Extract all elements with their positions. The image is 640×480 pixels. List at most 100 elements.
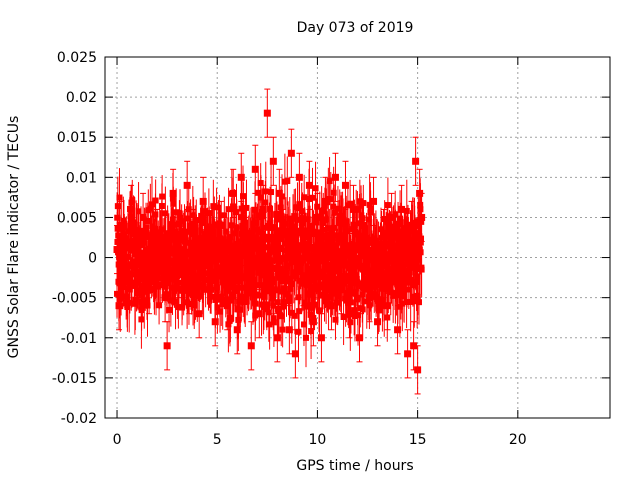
data-point bbox=[269, 157, 277, 165]
data-point bbox=[321, 197, 329, 205]
data-point bbox=[345, 310, 353, 318]
data-point bbox=[270, 319, 277, 326]
data-point bbox=[397, 215, 404, 222]
data-point bbox=[237, 214, 244, 221]
data-point bbox=[175, 270, 183, 278]
data-point bbox=[308, 243, 315, 250]
data-point bbox=[144, 302, 151, 309]
data-point bbox=[301, 194, 308, 201]
data-point bbox=[347, 299, 354, 306]
data-point bbox=[282, 274, 289, 281]
data-point bbox=[321, 202, 328, 209]
data-point bbox=[128, 241, 135, 248]
data-point bbox=[313, 213, 321, 221]
data-point bbox=[255, 240, 262, 247]
data-point bbox=[178, 218, 185, 225]
data-point bbox=[168, 271, 175, 278]
data-point bbox=[126, 228, 133, 235]
data-point bbox=[166, 306, 173, 313]
data-point bbox=[163, 342, 171, 350]
data-point bbox=[321, 292, 328, 299]
data-point bbox=[266, 220, 273, 227]
data-point bbox=[237, 306, 244, 313]
data-point bbox=[258, 248, 265, 255]
data-point bbox=[372, 237, 379, 244]
data-point bbox=[368, 291, 375, 298]
data-point bbox=[332, 265, 339, 272]
data-point bbox=[378, 234, 385, 241]
data-point bbox=[414, 293, 421, 300]
data-point bbox=[336, 220, 343, 227]
data-point bbox=[334, 293, 341, 300]
data-point bbox=[326, 232, 333, 239]
data-point bbox=[342, 223, 349, 230]
data-point bbox=[299, 216, 306, 223]
data-point bbox=[199, 197, 207, 205]
data-point bbox=[211, 318, 219, 326]
data-point bbox=[351, 225, 358, 232]
data-point bbox=[286, 298, 293, 305]
data-point bbox=[172, 298, 179, 305]
data-point bbox=[199, 214, 206, 221]
data-point bbox=[279, 229, 287, 237]
data-point bbox=[323, 247, 330, 254]
data-point bbox=[226, 255, 233, 262]
x-tick-label: 20 bbox=[509, 432, 527, 448]
data-point bbox=[191, 302, 198, 309]
data-point bbox=[414, 366, 422, 374]
data-point bbox=[223, 228, 230, 235]
data-point bbox=[407, 298, 414, 305]
x-axis-label: GPS time / hours bbox=[296, 458, 413, 474]
data-point bbox=[117, 221, 125, 229]
data-point bbox=[347, 200, 354, 207]
data-point bbox=[376, 307, 383, 314]
data-point bbox=[273, 334, 281, 342]
data-point bbox=[134, 227, 141, 234]
axis-ticks: -0.02 -0.015 -0.01 -0.005 0 0.005 0.01 0.015 0.0… bbox=[52, 50, 610, 448]
data-point bbox=[316, 308, 323, 315]
data-point bbox=[209, 268, 216, 275]
data-point bbox=[328, 228, 335, 235]
data-point bbox=[360, 221, 368, 229]
y-axis-label: GNSS Solar Flare indicator / TECUs bbox=[6, 116, 22, 359]
data-point bbox=[214, 304, 221, 311]
data-point bbox=[159, 193, 166, 200]
data-point bbox=[153, 229, 161, 237]
data-point bbox=[145, 286, 153, 294]
data-point bbox=[300, 321, 307, 328]
data-point bbox=[275, 189, 283, 197]
data-point bbox=[310, 277, 317, 284]
data-point bbox=[135, 208, 142, 215]
data-point bbox=[334, 205, 341, 212]
data-point bbox=[116, 296, 123, 303]
x-tick-label: 10 bbox=[309, 432, 327, 448]
data-point bbox=[398, 205, 406, 213]
data-point bbox=[317, 334, 325, 342]
data-point bbox=[216, 229, 223, 236]
y-tick-label: -0.005 bbox=[52, 291, 97, 307]
data-point bbox=[347, 319, 354, 326]
data-point bbox=[223, 302, 231, 310]
data-point bbox=[384, 218, 391, 225]
data-point bbox=[291, 350, 299, 358]
data-point bbox=[374, 318, 382, 326]
data-point bbox=[263, 301, 270, 308]
data-point bbox=[394, 292, 401, 299]
data-point bbox=[258, 282, 265, 289]
data-point bbox=[227, 234, 234, 241]
data-point bbox=[175, 304, 182, 311]
data-point bbox=[341, 181, 349, 189]
data-point bbox=[229, 284, 236, 291]
data-point bbox=[384, 202, 391, 209]
data-point bbox=[349, 205, 357, 213]
data-point bbox=[332, 255, 339, 262]
data-point bbox=[162, 241, 169, 248]
data-point bbox=[121, 278, 129, 286]
data-point bbox=[298, 208, 305, 215]
data-point bbox=[189, 229, 197, 237]
data-point bbox=[418, 213, 426, 221]
data-point bbox=[319, 232, 326, 239]
data-point bbox=[299, 278, 307, 286]
data-point bbox=[269, 279, 276, 286]
data-point bbox=[279, 226, 286, 233]
